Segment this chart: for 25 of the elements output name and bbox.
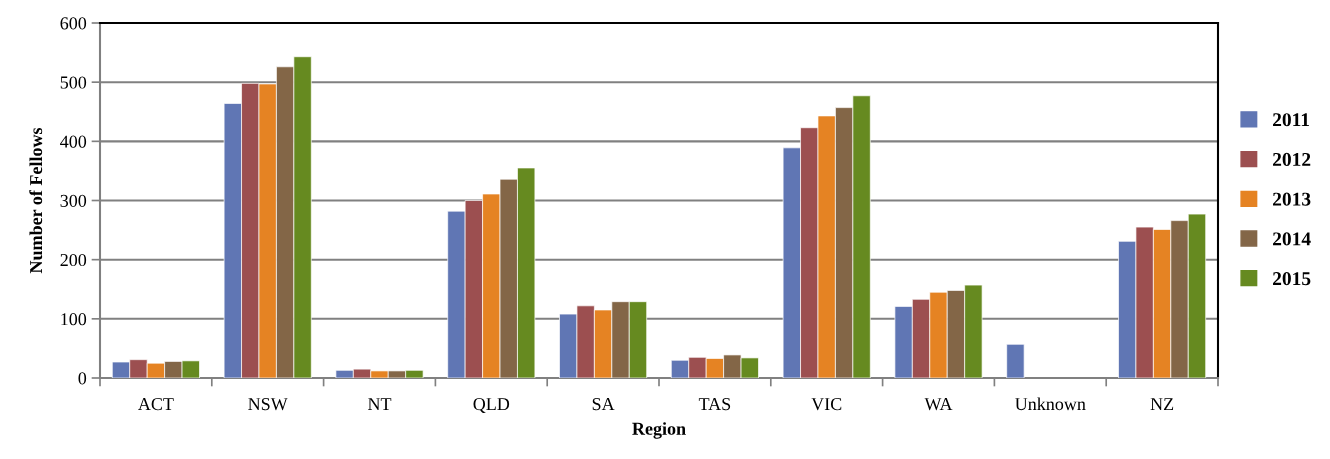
x-tick-label: QLD — [473, 398, 510, 413]
legend-label: 2012 — [1273, 152, 1311, 166]
x-tick-label: Unknown — [1015, 397, 1086, 411]
x-tick-label: NT — [367, 398, 392, 410]
legend-label: 2015 — [1273, 272, 1311, 286]
y-tick-label: 100 — [61, 313, 87, 326]
y-tick-label: 600 — [60, 17, 87, 30]
x-tick-label: NSW — [248, 398, 288, 411]
y-tick-label: 300 — [60, 194, 87, 207]
x-tick-label: ACT — [138, 398, 174, 411]
x-tick-label: WA — [924, 398, 953, 411]
bar — [1006, 343, 1025, 378]
x-tick-label: TAS — [698, 398, 731, 411]
y-axis-title: Number of Fellows — [29, 127, 43, 274]
x-tick-label: SA — [592, 398, 615, 411]
legend-label: 2013 — [1273, 192, 1311, 206]
x-tick-label: VIC — [811, 398, 842, 411]
x-tick-label: NZ — [1150, 398, 1174, 410]
y-tick-label: 0 — [78, 372, 87, 385]
y-tick-label: 200 — [60, 253, 87, 267]
x-axis-title: Region — [632, 422, 686, 439]
legend-label: 2011 — [1273, 113, 1310, 127]
legend-label: 2014 — [1273, 232, 1311, 246]
y-tick-label: 500 — [60, 76, 87, 89]
y-tick-label: 400 — [60, 135, 87, 148]
